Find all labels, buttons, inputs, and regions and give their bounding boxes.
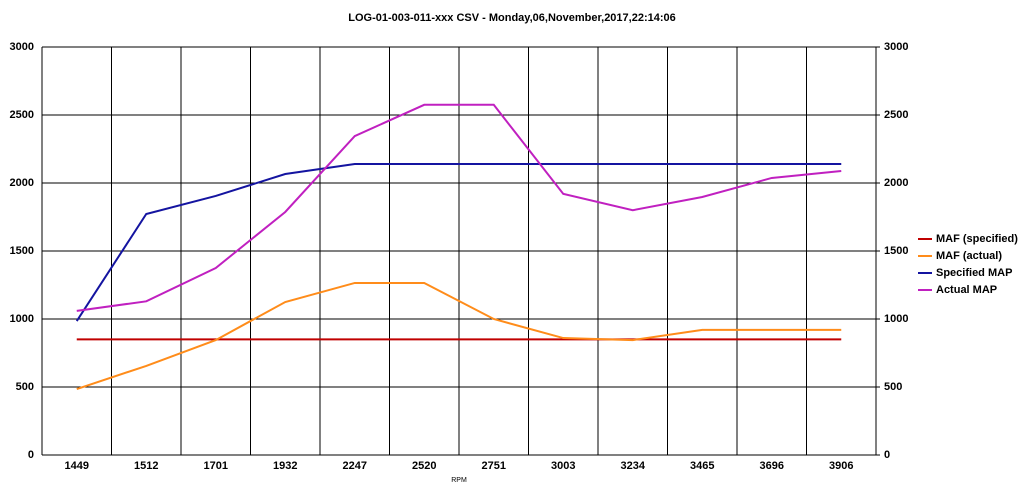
y2-tick-label: 0 [884,449,890,461]
y2-tick-label: 1500 [884,245,908,257]
y-tick-label: 1500 [10,245,34,257]
y2-tick-label: 2500 [884,109,908,121]
x-tick-label: 2247 [343,460,367,472]
y-tick-label: 2500 [10,109,34,121]
x-tick-label: 1701 [204,460,228,472]
x-tick-label: 3696 [760,460,784,472]
legend-label: MAF (actual) [936,250,1002,262]
series-line [75,162,842,322]
x-tick-label: 3465 [690,460,714,472]
x-tick-label: 2751 [482,460,506,472]
y-tick-label: 500 [16,381,34,393]
y2-tick-label: 3000 [884,41,908,53]
x-tick-label: 3234 [621,460,646,472]
x-tick-label: 3003 [551,460,575,472]
chart-title: LOG-01-003-011-xxx CSV - Monday,06,Novem… [348,12,676,24]
x-tick-label: 1512 [134,460,158,472]
x-tick-label: 3906 [829,460,853,472]
x-axis-label: RPM [451,477,467,484]
x-tick-label: 1449 [65,460,89,472]
x-tick-label: 1932 [273,460,297,472]
legend-label: MAF (specified) [936,233,1018,245]
legend-label: Actual MAP [936,284,997,296]
y-tick-label: 3000 [10,41,34,53]
y2-tick-label: 2000 [884,177,908,189]
legend-label: Specified MAP [936,267,1012,279]
y-tick-label: 1000 [10,313,34,325]
x-tick-label: 2520 [412,460,436,472]
y-tick-label: 0 [28,449,34,461]
series-line [76,281,842,390]
y-tick-label: 2000 [10,177,34,189]
y2-tick-label: 500 [884,381,902,393]
series-line [76,103,842,312]
y2-tick-label: 1000 [884,313,908,325]
